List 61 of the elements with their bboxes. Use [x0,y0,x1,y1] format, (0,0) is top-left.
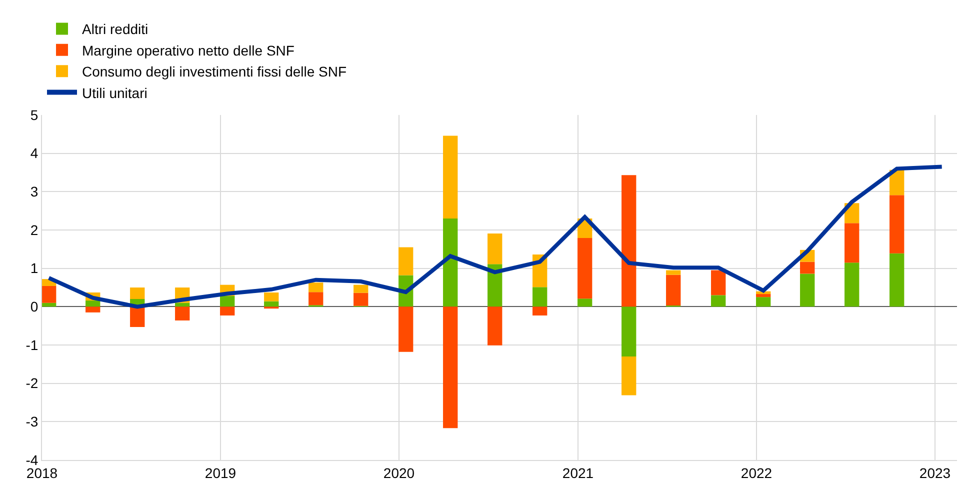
bar [488,306,502,346]
y-tick-label: 5 [30,106,38,123]
bar [800,274,815,307]
x-tick-label: 2019 [204,464,236,481]
bar [532,287,548,307]
x-tick-label: 2021 [562,464,594,481]
bar [443,218,458,307]
y-tick-label: 0 [30,298,38,315]
x-tick-label: 2022 [740,464,772,481]
legend-label: Altri redditi [82,21,148,38]
bar [354,292,368,306]
bar [666,270,681,275]
bar [622,356,636,396]
bar [622,306,636,356]
y-tick-label: -3 [26,414,38,430]
bar [488,233,502,264]
bar [354,284,368,293]
bar [622,175,636,307]
legend-label: Margine operativo netto delle SNF [82,42,294,58]
bar [443,136,458,218]
bar [42,302,56,307]
y-tick-label: -1 [26,336,38,353]
bar [220,296,235,307]
bar [844,262,860,307]
bar [890,195,904,254]
legend-label: Consumo degli investimenti fissi delle SNF [82,64,347,80]
bar [756,294,771,298]
bar [130,306,145,327]
y-tick-label: 4 [30,145,38,162]
bar [175,306,190,320]
bar [130,288,145,299]
line-series [46,164,944,309]
bar [711,270,726,296]
bar [264,292,279,302]
bar [578,238,592,299]
bar [398,306,414,352]
x-tick-label: 2020 [383,464,415,481]
y-tick-label: 2 [30,222,38,238]
bar [844,223,860,263]
legend-label: Utili unitari [82,84,148,101]
bar [86,300,100,307]
bar [398,247,414,276]
y-tick-label: -2 [26,375,38,392]
bar [800,262,815,274]
bar [578,298,592,307]
bar [666,274,681,306]
bar [711,295,726,307]
bar [308,282,324,292]
bar [890,253,904,307]
x-tick-label: 2023 [919,464,951,481]
bar [756,297,771,307]
bar [443,306,458,428]
bar [220,306,235,316]
bar [86,306,100,312]
y-tick-label: 1 [30,260,38,276]
bar [532,306,548,316]
bar [175,302,190,307]
y-tick-label: 3 [30,184,38,200]
bar [42,286,56,303]
bar [308,292,324,306]
bar [264,301,279,307]
